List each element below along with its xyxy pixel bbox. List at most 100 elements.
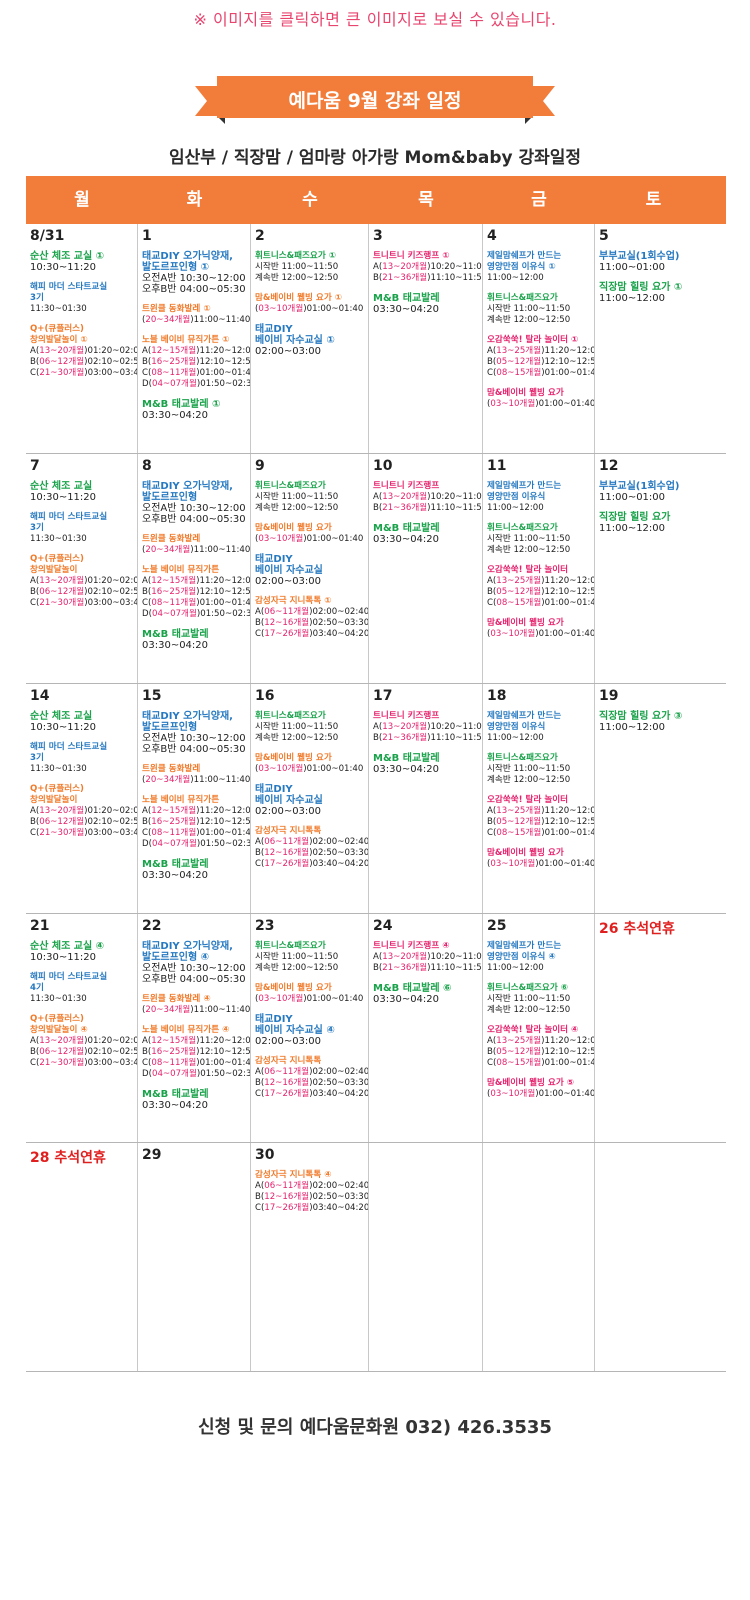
age-range: 04~07개월 bbox=[151, 1069, 197, 1079]
class-time: 계속반 12:00~12:50 bbox=[255, 273, 339, 283]
class-title: 태교DIY 오가닉양재, bbox=[142, 941, 233, 952]
time-range: )10:20~11:00 bbox=[427, 492, 483, 502]
time-range: )01:00~01:40 bbox=[303, 764, 364, 774]
class-time: 02:00~03:00 bbox=[255, 346, 322, 357]
group-letter: C( bbox=[255, 859, 265, 869]
group-letter: ( bbox=[142, 315, 146, 325]
class-title: 트니트니 키즈행프 ④ bbox=[373, 941, 450, 951]
time-range: )02:00~02:40 bbox=[309, 1067, 369, 1077]
class-time: A(13~20개월)10:20~11:00 bbox=[373, 722, 482, 733]
group-letter: A( bbox=[487, 576, 497, 586]
time-range: )11:20~12:00 bbox=[541, 806, 594, 816]
calendar-day-cell: 24 트니트니 키즈행프 ④ A(13~20개월)10:20~11:00 B(21~3… bbox=[369, 914, 483, 1142]
class-entry: 맘&베이비 웰빙 요가 ① (03~10개월)01:00~01:40 bbox=[255, 293, 364, 315]
age-range: 16~25개월 bbox=[151, 1047, 197, 1057]
contact-info: 신청 및 문의 예다움문화원 032) 426.3535 bbox=[198, 1417, 552, 1438]
time-range: )12:10~12:50 bbox=[196, 1047, 251, 1057]
group-letter: B( bbox=[30, 817, 40, 827]
class-title: 휘트니스&패즈요가 bbox=[487, 293, 558, 303]
weekday-label: 목 bbox=[418, 190, 434, 210]
class-title: Q+(큐플러스) bbox=[30, 324, 84, 334]
class-time: 계속반 12:00~12:50 bbox=[487, 1005, 571, 1015]
group-letter: C( bbox=[142, 828, 152, 838]
class-title: 발도르프인형 ① bbox=[142, 262, 210, 273]
age-range: 08~15개월 bbox=[496, 828, 542, 838]
class-title: 트윈클 동화발레 bbox=[142, 764, 201, 774]
class-entry: 부부교실(1회수업) 11:00~01:00 bbox=[599, 481, 708, 503]
class-time: A(12~15개월)11:20~12:00 bbox=[142, 1036, 250, 1047]
time-range: )02:00~02:40 bbox=[309, 1181, 369, 1191]
class-title: 노블 베이비 뮤직가튼 ④ bbox=[142, 1025, 230, 1035]
class-title: 휘트니스&패즈요가 bbox=[255, 481, 326, 491]
class-time: 11:00~12:00 bbox=[487, 273, 544, 283]
class-entry: 휘트니스&패즈요가 시작반 11:00~11:50 계속반 12:00~12:50 bbox=[255, 711, 364, 744]
weekday-label: 수 bbox=[302, 190, 318, 210]
class-time: D(04~07개월)01:50~02:30 bbox=[142, 1069, 250, 1080]
group-letter: A( bbox=[487, 806, 497, 816]
class-time: 시작반 11:00~11:50 bbox=[487, 304, 571, 314]
class-time: 03:30~04:20 bbox=[142, 410, 209, 421]
age-range: 05~12개월 bbox=[496, 587, 542, 597]
group-letter: C( bbox=[30, 368, 40, 378]
calendar-day-cell: 26 추석연휴 bbox=[595, 914, 712, 1142]
calendar-week-row: 14 순산 체조 교실 10:30~11:20 해피 마더 스타트교실 3기 11:30~… bbox=[26, 684, 726, 914]
class-title: 맘&베이비 웰빙 요가 bbox=[487, 848, 564, 858]
time-range: )12:10~12:50 bbox=[196, 587, 251, 597]
class-time: (20~34개월)11:00~11:40 bbox=[142, 315, 250, 326]
class-title: M&B 태교발레 ⑥ bbox=[373, 983, 452, 994]
age-range: 13~20개월 bbox=[39, 1036, 85, 1046]
class-title: 오감쑥쑥! 탈라 놀이터 bbox=[487, 795, 569, 805]
age-range: 08~11개월 bbox=[151, 368, 197, 378]
group-letter: A( bbox=[487, 346, 497, 356]
calendar-day-cell: 2 휘트니스&패즈요가 ① 시작반 11:00~11:50 계속반 12:00~12:… bbox=[251, 224, 369, 453]
age-range: 13~25개월 bbox=[496, 1036, 542, 1046]
class-time: 오후B반 04:00~05:30 bbox=[142, 744, 246, 755]
group-letter: C( bbox=[142, 598, 152, 608]
class-time: B(12~16개월)02:50~03:30 bbox=[255, 848, 368, 859]
class-title: 맘&베이비 웰빙 요가 ① bbox=[255, 293, 342, 303]
age-range: 16~25개월 bbox=[151, 817, 197, 827]
class-time: 오후B반 04:00~05:30 bbox=[142, 284, 246, 295]
class-entry: 트니트니 키즈행프 ④ A(13~20개월)10:20~11:00 B(21~36개… bbox=[373, 941, 482, 974]
class-title: 영양만점 이유식 ① bbox=[487, 262, 556, 272]
group-letter: C( bbox=[487, 368, 497, 378]
time-range: )12:10~12:50 bbox=[541, 357, 594, 367]
time-range: )12:10~12:50 bbox=[196, 817, 251, 827]
group-letter: A( bbox=[487, 1036, 497, 1046]
time-range: )11:20~12:00 bbox=[541, 576, 594, 586]
time-range: )03:40~04:20 bbox=[309, 1089, 369, 1099]
class-entry: 부부교실(1회수업) 11:00~01:00 bbox=[599, 251, 708, 273]
time-range: )03:00~03:40 bbox=[84, 828, 137, 838]
class-title: 태교DIY 오가닉양재, bbox=[142, 481, 233, 492]
day-number: 9 bbox=[255, 458, 265, 474]
group-letter: A( bbox=[373, 722, 383, 732]
class-time: 시작반 11:00~11:50 bbox=[255, 262, 339, 272]
class-time: A(12~15개월)11:20~12:00 bbox=[142, 346, 250, 357]
class-title: 태교DIY bbox=[255, 324, 293, 335]
age-range: 03~10개월 bbox=[490, 629, 536, 639]
class-time: C(08~11개월)01:00~01:40 bbox=[142, 368, 250, 379]
time-range: )01:00~01:40 bbox=[541, 1058, 594, 1068]
class-entry: 순산 체조 교실 10:30~11:20 bbox=[30, 481, 133, 503]
calendar-day-cell: 4 제일맘쉐프가 만드는 영양만점 이유식 ① 11:00~12:00 휘트니스&패즈요… bbox=[483, 224, 595, 453]
class-time: D(04~07개월)01:50~02:30 bbox=[142, 839, 250, 850]
age-range: 12~16개월 bbox=[264, 848, 310, 858]
time-range: )03:40~04:20 bbox=[309, 629, 369, 639]
group-letter: A( bbox=[142, 806, 152, 816]
day-number: 28 추석연휴 bbox=[30, 1150, 106, 1166]
time-range: )11:10~11:50 bbox=[427, 503, 483, 513]
class-title: 맘&베이비 웰빙 요가 bbox=[255, 983, 332, 993]
class-time: B(06~12개월)02:10~02:50 bbox=[30, 357, 137, 368]
class-title: 창의발달놀이 bbox=[30, 795, 78, 805]
class-entry: 순산 체조 교실 10:30~11:20 bbox=[30, 711, 133, 733]
time-range: )01:00~01:40 bbox=[541, 368, 594, 378]
class-time: B(16~25개월)12:10~12:50 bbox=[142, 817, 250, 828]
class-time: 03:30~04:20 bbox=[373, 764, 440, 775]
calendar-day-cell: 22 태교DIY 오가닉양재, 발도르프인형 ④ 오전A반 10:30~12:00 오후… bbox=[138, 914, 251, 1142]
time-range: )01:50~02:30 bbox=[196, 609, 251, 619]
day-number: 2 bbox=[255, 228, 265, 244]
class-time: 02:00~03:00 bbox=[255, 1036, 322, 1047]
class-entry: 감성자극 지니톡톡 ① A(06~11개월)02:00~02:40 B(12~16개… bbox=[255, 596, 368, 640]
class-title: 해피 마더 스타트교실 bbox=[30, 512, 108, 522]
time-range: )01:00~01:40 bbox=[541, 598, 594, 608]
